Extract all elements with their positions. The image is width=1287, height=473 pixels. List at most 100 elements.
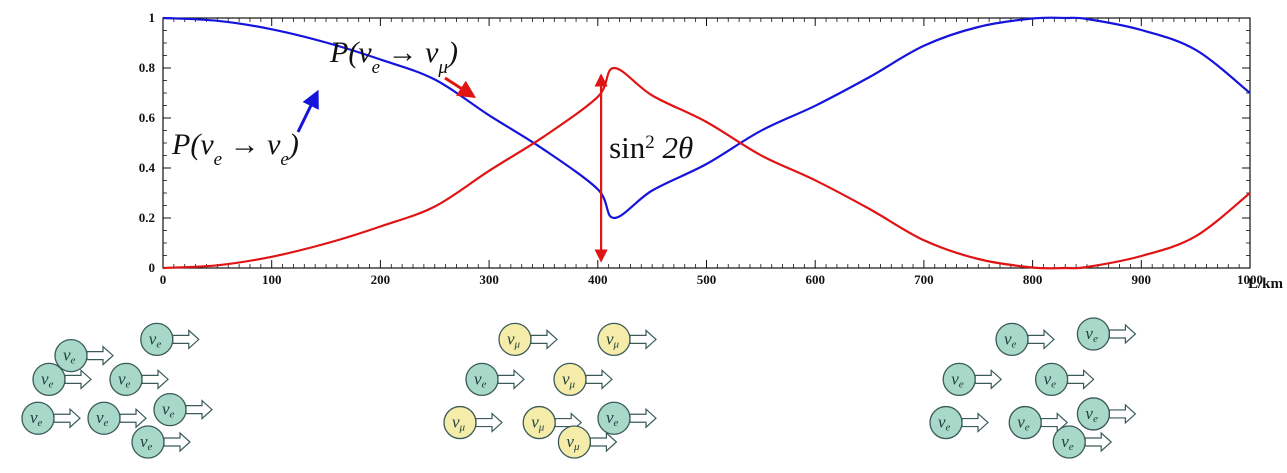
neutrino-symbol: νe [951,369,964,390]
probability-curves [162,16,1251,270]
x-tick-label: 200 [371,272,391,287]
direction-arrow-icon [141,369,169,390]
electron-neutrino: νe [929,405,989,440]
direction-arrow-icon [629,329,657,350]
x-tick-label: 100 [262,272,282,287]
direction-arrow-icon [530,329,558,350]
direction-arrow-icon [53,407,81,429]
direction-arrow-icon [629,407,657,429]
direction-arrow-icon [974,369,1003,390]
y-tick-label: 1 [149,10,156,25]
x-axis-label: L/km [1248,276,1284,292]
electron-neutrino: νe [131,425,191,459]
direction-arrow-icon [185,399,213,420]
x-tick-label: 800 [1023,272,1043,287]
direction-arrow-icon [64,369,92,390]
electron-neutrino: νe [1008,405,1069,440]
neutrino-symbol: νe [118,369,131,390]
x-tick-label: 600 [805,272,825,287]
x-tick-label: 1000 [1237,272,1263,287]
electron-neutrino: νe [21,401,81,435]
electron-neutrino: νe [1076,317,1137,351]
amplitude-label: sin2 2θ [609,130,693,165]
y-axis-ticks: 0 0.2 0.4 0.6 0.8 1 [139,10,1250,275]
neutrino-symbol: νe [162,400,175,421]
y-tick-label: 0.6 [139,110,156,125]
electron-neutrino: νe [942,362,1003,397]
y-tick-label: 0.4 [139,160,156,175]
electron-neutrino: νe [54,338,114,373]
electron-neutrino: νe [87,401,147,435]
neutrino-symbol: νμ [452,413,466,434]
neutrino-symbol: νμ [531,413,545,434]
muon-neutrino: νμ [553,362,613,397]
y-tick-label: 0.2 [139,210,155,225]
neutrino-symbol: νμ [507,329,521,350]
series-line-survival [162,16,1251,220]
direction-arrow-icon [163,431,191,453]
electron-neutrino: νe [465,362,525,397]
neutrino-symbol: νe [1017,413,1030,434]
neutrino-symbol: νe [1085,324,1098,345]
muon-neutrino: νμ [557,425,618,459]
plot-border [162,17,1251,269]
electron-neutrino: νe [597,401,657,435]
electron-neutrino: νe [140,322,200,357]
direction-arrow-icon [1084,431,1113,453]
neutrino-symbol: νe [1085,404,1098,425]
electron-neutrino: νe [109,362,169,397]
neutrino-symbol: νe [41,369,54,390]
muon-neutrino: νμ [498,322,558,357]
direction-arrow-icon [589,431,618,453]
neutrino-symbol: νe [1004,329,1017,350]
x-tick-label: 500 [697,272,717,287]
direction-arrow-icon [585,369,613,390]
neutrino-symbol: νe [474,369,487,390]
x-tick-label: 0 [160,272,167,287]
neutrino-symbol: νe [1044,369,1057,390]
neutrino-symbol: νe [63,346,76,367]
x-tick-label: 700 [914,272,934,287]
series-line-appearance [162,66,1251,270]
direction-arrow-icon [1108,323,1137,345]
neutrino-symbol: νμ [606,329,620,350]
neutrino-symbol: νe [149,329,162,350]
electron-neutrino: νe [995,322,1055,357]
neutrino-symbol: νe [140,432,153,453]
neutrino-symbol: νe [96,408,109,429]
curve-annotations: P(νe → νμ) P(νe → νe) sin2 2θ [171,36,693,263]
label-appearance-probability: P(νe → νμ) [329,36,458,78]
direction-arrow-icon [1108,403,1137,425]
x-tick-label: 900 [1132,272,1152,287]
x-tick-label: 300 [479,272,499,287]
electron-neutrino: νe [1076,397,1137,431]
y-tick-label: 0 [149,260,156,275]
neutrino-symbol: νe [30,408,43,429]
neutrino-symbol: νe [606,408,619,429]
direction-arrow-icon [475,412,503,433]
electron-neutrino: νe [32,362,92,397]
direction-arrow-icon [172,329,200,350]
neutrino-symbol: νe [938,413,951,434]
direction-arrow-icon [497,369,525,390]
direction-arrow-icon [1027,329,1055,350]
neutrino-symbol: νμ [562,369,576,390]
muon-neutrino: νμ [597,322,657,357]
neutrino-symbol: νμ [566,432,580,453]
electron-neutrino: νe [1034,362,1095,397]
electron-neutrino: νe [1052,425,1113,459]
direction-arrow-icon [1067,369,1095,390]
x-tick-label: 400 [588,272,608,287]
direction-arrow-icon [961,412,989,433]
plot-frame [162,17,1251,269]
y-tick-label: 0.8 [139,60,156,75]
direction-arrow-icon [119,407,147,429]
neutrino-symbol: νe [1061,432,1074,453]
oscillation-plot: 0 100 200 300 400 500 600 700 800 900 1000 0 0.2 0.4… [139,10,1263,287]
pointer-arrow-survival [296,89,319,133]
